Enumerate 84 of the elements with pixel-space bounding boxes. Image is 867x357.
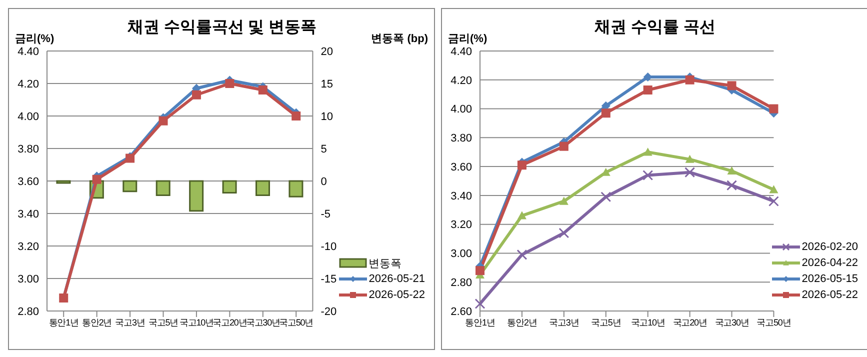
point [643,148,652,156]
legend-label: 변동폭 [368,256,402,270]
point [559,196,568,205]
y2-tick-label: -15 [320,273,337,286]
x-tick-label: 국고10년 [630,317,665,328]
x-tick-label: 국고3년 [115,317,145,328]
y-tick-label: 3.40 [450,190,472,202]
y-tick-label: 4.20 [18,78,39,90]
point [516,249,528,260]
point [684,167,696,178]
x-tick-label: 통안2년 [507,317,537,328]
y-tick-label: 4.40 [18,46,39,58]
y-tick-label: 4.40 [450,46,472,58]
y2-axis-title: 변동폭 (bp) [371,32,428,46]
point [685,75,694,84]
y-tick-label: 3.20 [18,240,39,253]
y-tick-label: 2.80 [450,277,472,290]
y-axis-title: 금리(%) [15,32,54,46]
y-tick-label: 3.60 [18,176,39,188]
x-tick-label: 통안1년 [465,317,495,328]
legend-label: 2026-05-21 [368,273,425,285]
y2-tick-label: -5 [320,208,330,220]
legend-label: 2026-05-15 [802,273,858,285]
x-tick-label: 통안1년 [48,317,78,328]
point [726,180,738,191]
legend-label: 2026-02-20 [802,241,858,253]
point [258,86,268,94]
legend-label: 2026-05-22 [368,289,425,301]
y2-tick-label: -20 [320,306,337,318]
y-tick-label: 3.80 [18,143,39,156]
x-tick-label: 국고50년 [279,317,314,328]
point [727,166,736,174]
point [517,211,526,220]
y2-tick-label: 10 [320,110,333,123]
y-tick-label: 3.40 [18,208,39,220]
y-tick-label: 3.80 [450,132,472,145]
point [769,104,778,114]
point [643,86,652,94]
x-tick-label: 국고50년 [756,317,791,328]
x-tick-label: 통안2년 [82,317,112,328]
point [769,185,778,194]
point [158,116,168,126]
point [192,90,201,100]
point [517,160,526,170]
y-tick-label: 2.60 [450,306,472,318]
x-tick-label: 국고20년 [212,317,247,328]
y2-tick-label: -10 [320,240,337,253]
x-tick-label: 국고5년 [148,317,178,328]
point [92,174,102,184]
y-tick-label: 4.00 [450,104,472,116]
point [559,142,568,151]
point [225,79,234,88]
chart-title: 채권 수익률 곡선 [594,19,716,36]
x-tick-label: 국고30년 [246,317,280,328]
y-tick-label: 3.60 [450,161,472,174]
y-tick-label: 3.00 [450,248,472,260]
point [601,108,610,118]
y-tick-label: 4.20 [450,74,472,87]
x-tick-label: 국고30년 [714,317,749,328]
point [768,196,779,206]
y-axis-title: 금리(%) [448,32,488,46]
legend-label: 2026-04-22 [802,257,858,269]
y2-tick-label: 0 [320,176,327,188]
point [292,112,301,120]
x-tick-label: 국고10년 [179,317,214,328]
point [476,266,484,276]
y-tick-label: 2.80 [18,306,39,318]
x-tick-label: 국고3년 [549,317,579,328]
y2-tick-label: 15 [320,78,333,90]
point [474,298,486,310]
point [600,192,612,202]
y-tick-label: 4.00 [18,110,39,123]
x-tick-label: 국고20년 [672,317,707,328]
point [685,154,694,163]
point [727,81,736,90]
legend-label: 2026-05-22 [802,289,858,301]
y-tick-label: 3.00 [18,273,39,286]
y2-tick-label: 20 [320,46,333,58]
y-tick-label: 3.20 [450,219,472,232]
x-tick-label: 국고5년 [591,317,621,328]
point [642,170,654,180]
y2-tick-label: 5 [320,143,327,156]
chart-title: 채권 수익률곡선 및 변동폭 [127,19,317,36]
point [558,228,570,238]
